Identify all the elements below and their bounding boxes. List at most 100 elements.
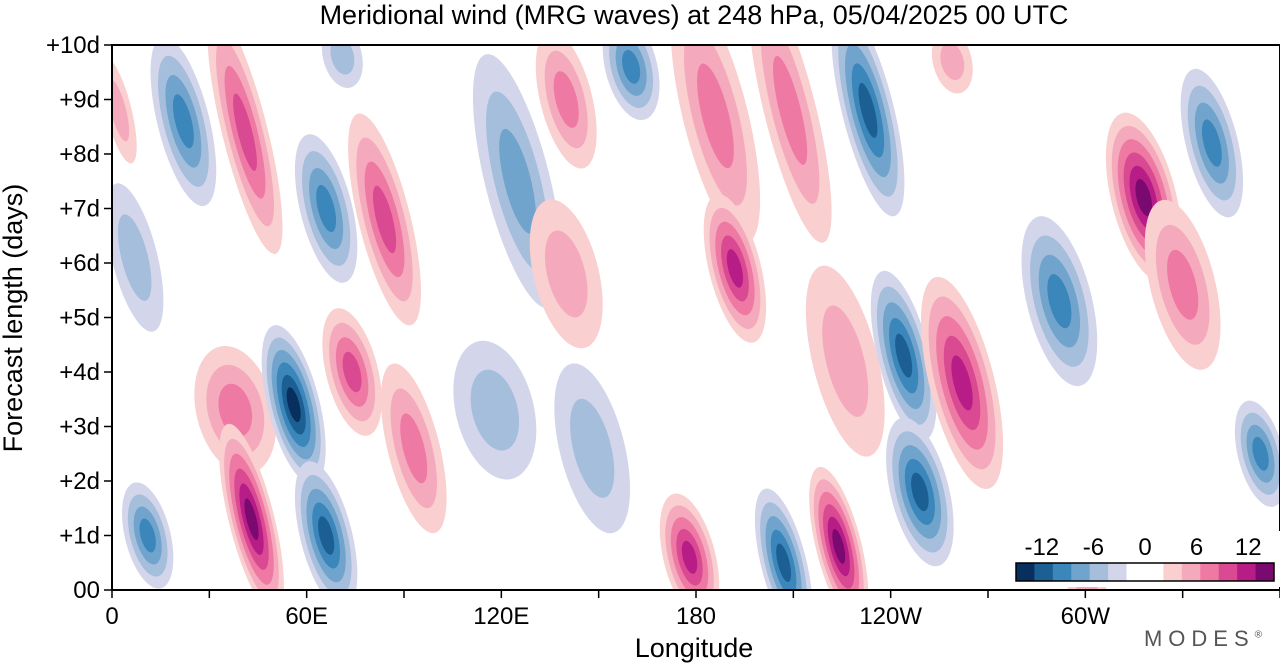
wind-anomaly-cell xyxy=(529,199,603,349)
colorbar-label: 12 xyxy=(1235,534,1262,561)
x-axis-label: Longitude xyxy=(635,633,754,663)
y-tick-label: +7d xyxy=(59,196,100,223)
wind-anomaly-cell xyxy=(754,488,813,590)
colorbar-swatch xyxy=(1255,563,1275,581)
contour-level xyxy=(1201,119,1222,167)
y-tick-label: +3d xyxy=(59,414,100,441)
y-axis: 00 +1d +2d +3d +4d +5d +6d +7d +8d +9d +10d xyxy=(46,32,112,604)
contour-level xyxy=(112,79,130,142)
colorbar-frame xyxy=(1015,562,1275,582)
contour-level xyxy=(940,45,965,81)
colorbar-legend: -12 -6 0 6 12 xyxy=(1008,531,1280,587)
y-tick-label: +10d xyxy=(46,32,100,59)
colorbar-swatch xyxy=(1218,563,1238,581)
wind-anomaly-cell xyxy=(931,45,973,94)
x-tick-label: 60E xyxy=(285,603,328,630)
contour-level xyxy=(286,387,301,423)
wind-anomaly-cell xyxy=(831,45,905,217)
wind-anomaly-cell xyxy=(805,265,885,457)
wind-anomaly-cell xyxy=(1234,400,1280,507)
wind-anomaly-cell xyxy=(670,45,761,244)
colorbar-label: -12 xyxy=(1024,534,1059,561)
wind-anomaly-cell xyxy=(1180,68,1244,218)
contour-level xyxy=(832,529,846,564)
y-tick-label: +9d xyxy=(59,87,100,114)
contour-level xyxy=(1252,436,1269,471)
contour-level xyxy=(895,333,913,378)
y-tick-label: +6d xyxy=(59,250,100,277)
registered-mark: ® xyxy=(1254,629,1262,641)
wind-anomaly-cell xyxy=(348,113,421,326)
contour-level xyxy=(218,383,253,437)
x-tick-label: 60W xyxy=(1061,603,1111,630)
x-axis: 0 60E 120E 180 120W 60W xyxy=(105,590,1280,630)
contour-level xyxy=(342,351,362,393)
contour-level xyxy=(330,45,355,75)
y-tick-label: +4d xyxy=(59,359,100,386)
colorbar-label: 6 xyxy=(1190,534,1203,561)
contour-level xyxy=(233,93,257,171)
wind-anomaly-cell xyxy=(219,423,284,590)
contour-level xyxy=(316,184,337,233)
colorbar-swatch xyxy=(1016,563,1035,581)
colorbar-swatch xyxy=(1034,563,1054,581)
contour-level xyxy=(1167,249,1199,320)
wind-anomaly-cell xyxy=(703,194,767,343)
wind-anomaly-cell xyxy=(321,45,363,88)
contour-level xyxy=(697,63,734,169)
contour-level xyxy=(911,472,929,512)
colorbar-swatch xyxy=(1163,563,1183,581)
heatmap-field xyxy=(112,45,1280,590)
wind-anomaly-cell xyxy=(920,276,1004,489)
y-tick-label: +5d xyxy=(59,305,100,332)
contour-level xyxy=(726,249,744,288)
y-tick-label: +8d xyxy=(59,141,100,168)
wind-anomaly-cell xyxy=(380,363,447,534)
contour-level xyxy=(470,369,520,451)
colorbar-swatch xyxy=(1108,563,1128,581)
contour-level xyxy=(318,516,335,555)
wind-anomaly-cell xyxy=(207,45,283,254)
colorbar-swatch xyxy=(1237,563,1257,581)
wind-anomaly-cell xyxy=(112,183,164,332)
contour-level xyxy=(1135,179,1153,217)
wind-anomaly-cell xyxy=(870,270,937,441)
contour-level xyxy=(951,355,973,411)
contour-level xyxy=(773,55,808,165)
brand-logo: MODES® xyxy=(1144,626,1262,652)
x-tick-label: 120W xyxy=(859,603,922,630)
chart-title: Meridional wind (MRG waves) at 248 hPa, … xyxy=(320,0,1069,30)
wind-anomaly-cell xyxy=(261,325,326,485)
y-tick-label: +1d xyxy=(59,523,100,550)
wind-anomaly-cell xyxy=(1021,216,1098,387)
wind-anomaly-cell xyxy=(122,482,174,589)
contour-level xyxy=(858,82,878,138)
contour-level xyxy=(172,94,194,149)
colorbar-swatch xyxy=(1089,563,1109,581)
x-tick-label: 180 xyxy=(676,603,716,630)
wind-anomaly-cell xyxy=(194,345,277,475)
x-tick-label: 0 xyxy=(105,603,118,630)
wind-anomaly-cell xyxy=(112,57,137,164)
contour-level xyxy=(622,49,641,84)
wind-anomaly-cell xyxy=(748,45,832,243)
contour-level xyxy=(400,413,428,484)
wind-anomaly-cell xyxy=(150,45,217,207)
contour-level xyxy=(499,128,536,234)
contour-level xyxy=(553,71,579,128)
wind-anomaly-cell xyxy=(554,363,631,534)
contour-level xyxy=(681,540,698,574)
colorbar-swatch xyxy=(1052,563,1072,581)
wind-anomaly-cell xyxy=(809,466,869,590)
wind-anomaly-cell xyxy=(322,308,382,436)
colorbar-swatch xyxy=(1200,563,1220,581)
wind-anomaly-cell xyxy=(886,417,954,567)
y-axis-label: Forecast length (days) xyxy=(0,184,28,453)
contour-level xyxy=(117,214,152,301)
colorbar-swatch xyxy=(1071,563,1091,581)
colorbar-label: -6 xyxy=(1083,534,1104,561)
colorbar-swatch xyxy=(1145,563,1164,581)
y-tick-label: 00 xyxy=(73,577,100,604)
contour-level xyxy=(139,518,156,553)
